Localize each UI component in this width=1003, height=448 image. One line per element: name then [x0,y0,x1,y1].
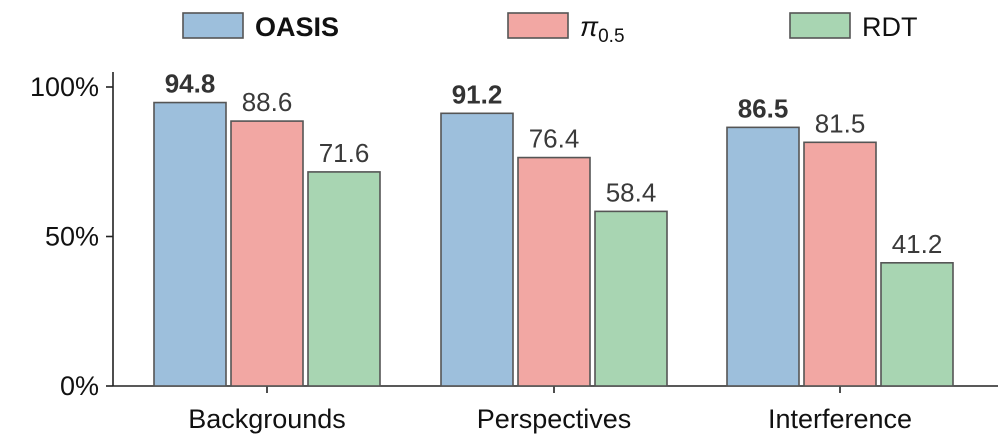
legend-swatch-1 [507,12,569,39]
bar-backgrounds-0 [153,101,227,387]
y-tick-label-2: 100% [30,72,99,102]
bar-backgrounds-1 [230,120,304,387]
legend-label-1: π0.5 [580,12,625,47]
bar-backgrounds-2 [307,171,381,387]
y-tick-label-1: 50% [45,222,99,252]
legend-swatch-0 [182,12,244,39]
bar-perspectives-1 [517,156,591,387]
x-category-label-2: Interference [768,404,912,434]
data-label-perspectives-2: 58.4 [606,177,657,207]
data-label-backgrounds-1: 88.6 [242,87,293,117]
axes: 0% 50% 100% Backgrounds Perspectives Interfer… [30,72,998,434]
bars [153,101,954,387]
x-category-label-0: Backgrounds [188,404,346,434]
legend-swatch-2 [789,12,851,39]
data-label-backgrounds-2: 71.6 [319,138,370,168]
data-label-interference-0: 86.5 [738,93,789,123]
legend: OASIS π0.5 RDT [182,12,918,47]
bar-perspectives-2 [594,210,668,387]
data-label-interference-2: 41.2 [892,229,943,259]
bar-perspectives-0 [440,112,514,387]
data-label-interference-1: 81.5 [815,108,866,138]
data-labels: 94.8 88.6 71.6 91.2 76.4 58.4 86.5 81.5 41.2 [165,69,943,259]
data-label-perspectives-1: 76.4 [529,124,580,154]
bar-interference-2 [880,262,954,387]
y-tick-label-0: 0% [60,371,99,401]
data-label-backgrounds-0: 94.8 [165,69,216,99]
bar-interference-1 [803,141,877,387]
data-label-perspectives-0: 91.2 [452,79,503,109]
x-category-label-1: Perspectives [477,404,632,434]
legend-label-2: RDT [862,12,918,42]
legend-label-0: OASIS [255,12,339,42]
bar-interference-0 [726,126,800,387]
